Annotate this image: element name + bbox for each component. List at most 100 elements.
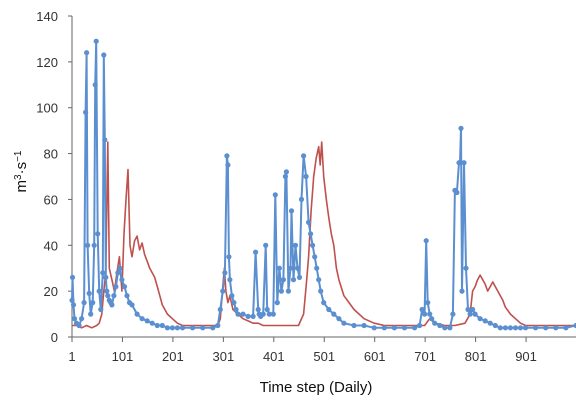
data-point [321,300,327,306]
data-point [91,242,97,248]
data-point [263,242,269,248]
data-point [103,274,109,280]
data-point [270,311,276,317]
y-tick-label: 140 [36,9,58,24]
y-axis-label-sup2: −1 [13,150,24,162]
data-point [507,325,513,331]
data-point [276,265,282,271]
data-point [314,265,320,271]
data-point [154,322,160,329]
data-point [533,325,539,331]
data-point [463,265,469,271]
data-point [467,311,473,317]
y-tick-label: 100 [36,101,58,116]
data-point [227,277,233,283]
data-point [336,316,342,322]
data-point [280,277,286,283]
data-point [306,219,312,225]
data-point [351,322,357,329]
data-point [200,325,206,331]
y-tick-label: 40 [44,238,58,253]
data-point [121,284,128,290]
data-point [432,320,438,326]
data-point [229,293,235,299]
data-point [149,320,155,326]
data-point [85,242,91,248]
data-point [83,109,89,115]
data-point [210,325,216,331]
data-point [260,311,266,317]
data-point [144,318,150,324]
y-tick-label: 60 [44,192,58,207]
data-point [217,306,223,313]
data-point [117,265,123,271]
data-point [425,300,431,306]
data-point [266,311,272,317]
data-point [93,38,99,44]
y-tick-label: 120 [36,55,58,70]
plot-area: 0 20 40 60 80 100 120 140 1 101 201 301 401 501 601 70… [36,9,576,364]
data-point [250,313,256,319]
series-line-red [72,141,576,329]
data-point [341,320,347,326]
data-point [457,160,463,166]
data-point [76,322,82,329]
x-tick-label: 1 [68,349,75,364]
x-tick-label: 701 [414,349,436,364]
x-tick-label: 601 [364,349,386,364]
data-point [522,325,529,331]
data-point [287,265,294,271]
data-point [294,265,301,271]
data-point [179,325,186,331]
data-point [285,288,291,294]
data-point [487,320,493,326]
data-point [90,300,96,306]
data-point [465,306,471,313]
data-point [134,311,140,317]
data-point [312,254,318,260]
data-point [401,325,408,331]
data-point [190,325,196,331]
data-point [220,288,226,294]
data-point [255,306,261,313]
data-point [240,311,246,317]
data-point [278,288,284,294]
data-point [115,270,121,276]
data-point [450,311,456,317]
data-point [454,189,460,196]
data-point [95,231,101,237]
data-point [461,160,467,166]
data-point [98,306,104,313]
data-point [100,270,106,276]
data-point [361,322,367,329]
data-point [573,322,576,329]
data-point [427,311,433,317]
x-tick-label: 801 [465,349,487,364]
data-point [326,306,332,313]
data-point [497,325,503,331]
data-point [318,288,324,294]
data-point [113,284,119,290]
data-point [429,316,435,322]
data-point [288,208,295,214]
data-point [264,306,270,313]
data-point [124,293,130,299]
x-tick-label: 501 [313,349,335,364]
data-point [235,311,241,317]
data-point [79,316,85,322]
data-point [298,196,305,202]
data-point [233,306,239,313]
data-point [272,192,278,198]
data-point [104,288,110,294]
data-point [296,274,303,280]
data-point [543,325,549,331]
data-point [442,325,448,331]
x-axis-label: Time step (Daily) [260,379,373,396]
data-point [301,153,307,159]
data-point [412,325,418,331]
data-point [226,254,232,260]
y-tick-label: 80 [44,147,58,162]
data-point [310,242,316,248]
data-point [174,325,180,331]
